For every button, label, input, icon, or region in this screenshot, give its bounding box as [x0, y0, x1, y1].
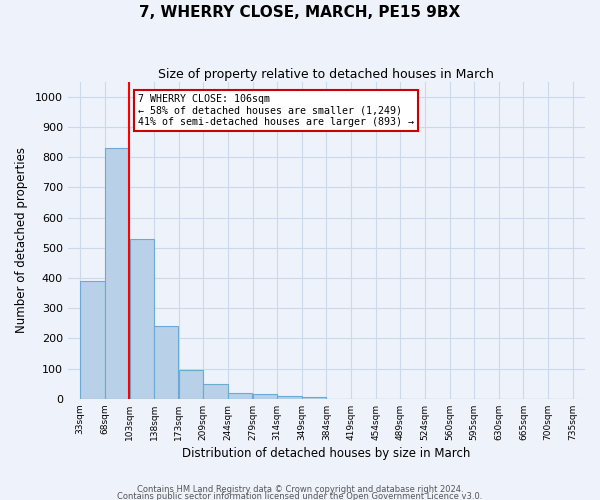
Bar [80, 281, 104, 399]
Bar [130, 238, 154, 399]
Bar [203, 384, 228, 399]
Text: 7, WHERRY CLOSE, MARCH, PE15 9BX: 7, WHERRY CLOSE, MARCH, PE15 9BX [139, 5, 461, 20]
Bar [253, 394, 277, 399]
Text: Contains HM Land Registry data © Crown copyright and database right 2024.: Contains HM Land Registry data © Crown c… [137, 486, 463, 494]
X-axis label: Distribution of detached houses by size in March: Distribution of detached houses by size … [182, 447, 470, 460]
Bar [228, 393, 253, 399]
Bar [302, 398, 326, 399]
Bar [105, 148, 129, 399]
Text: Contains public sector information licensed under the Open Government Licence v3: Contains public sector information licen… [118, 492, 482, 500]
Bar [154, 326, 178, 399]
Title: Size of property relative to detached houses in March: Size of property relative to detached ho… [158, 68, 494, 80]
Text: 7 WHERRY CLOSE: 106sqm
← 58% of detached houses are smaller (1,249)
41% of semi-: 7 WHERRY CLOSE: 106sqm ← 58% of detached… [138, 94, 414, 127]
Bar [179, 370, 203, 399]
Y-axis label: Number of detached properties: Number of detached properties [15, 147, 28, 333]
Bar [277, 396, 302, 399]
